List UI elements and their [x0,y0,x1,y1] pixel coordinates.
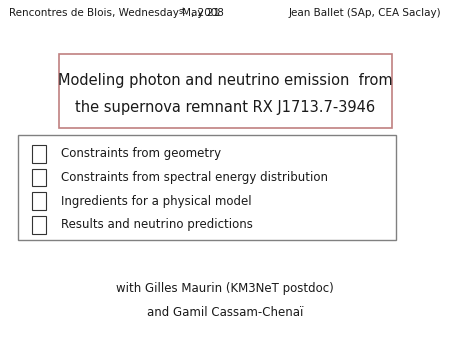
Text: with Gilles Maurin (KM3NeT postdoc): with Gilles Maurin (KM3NeT postdoc) [116,283,334,295]
Text: Results and neutrino predictions: Results and neutrino predictions [61,218,252,231]
Text: st: st [178,7,185,17]
Text: the supernova remnant RX J1713.7-3946: the supernova remnant RX J1713.7-3946 [75,100,375,115]
Bar [32,192,46,210]
Text: Modeling photon and neutrino emission  from: Modeling photon and neutrino emission fr… [58,73,392,88]
Bar [58,54,392,128]
Text: Constraints from spectral energy distribution: Constraints from spectral energy distrib… [61,171,328,184]
Bar [32,145,46,163]
Text: and Gamil Cassam-Chenaï: and Gamil Cassam-Chenaï [147,306,303,319]
Text: Rencontres de Blois, Wednesday May 21: Rencontres de Blois, Wednesday May 21 [9,8,220,19]
Text: Constraints from geometry: Constraints from geometry [61,147,221,160]
Bar [32,216,46,234]
Bar [32,169,46,186]
Bar [18,135,396,240]
Text: Ingredients for a physical model: Ingredients for a physical model [61,195,252,208]
Text: , 2008: , 2008 [191,8,224,19]
Text: Jean Ballet (SAp, CEA Saclay): Jean Ballet (SAp, CEA Saclay) [288,8,441,19]
